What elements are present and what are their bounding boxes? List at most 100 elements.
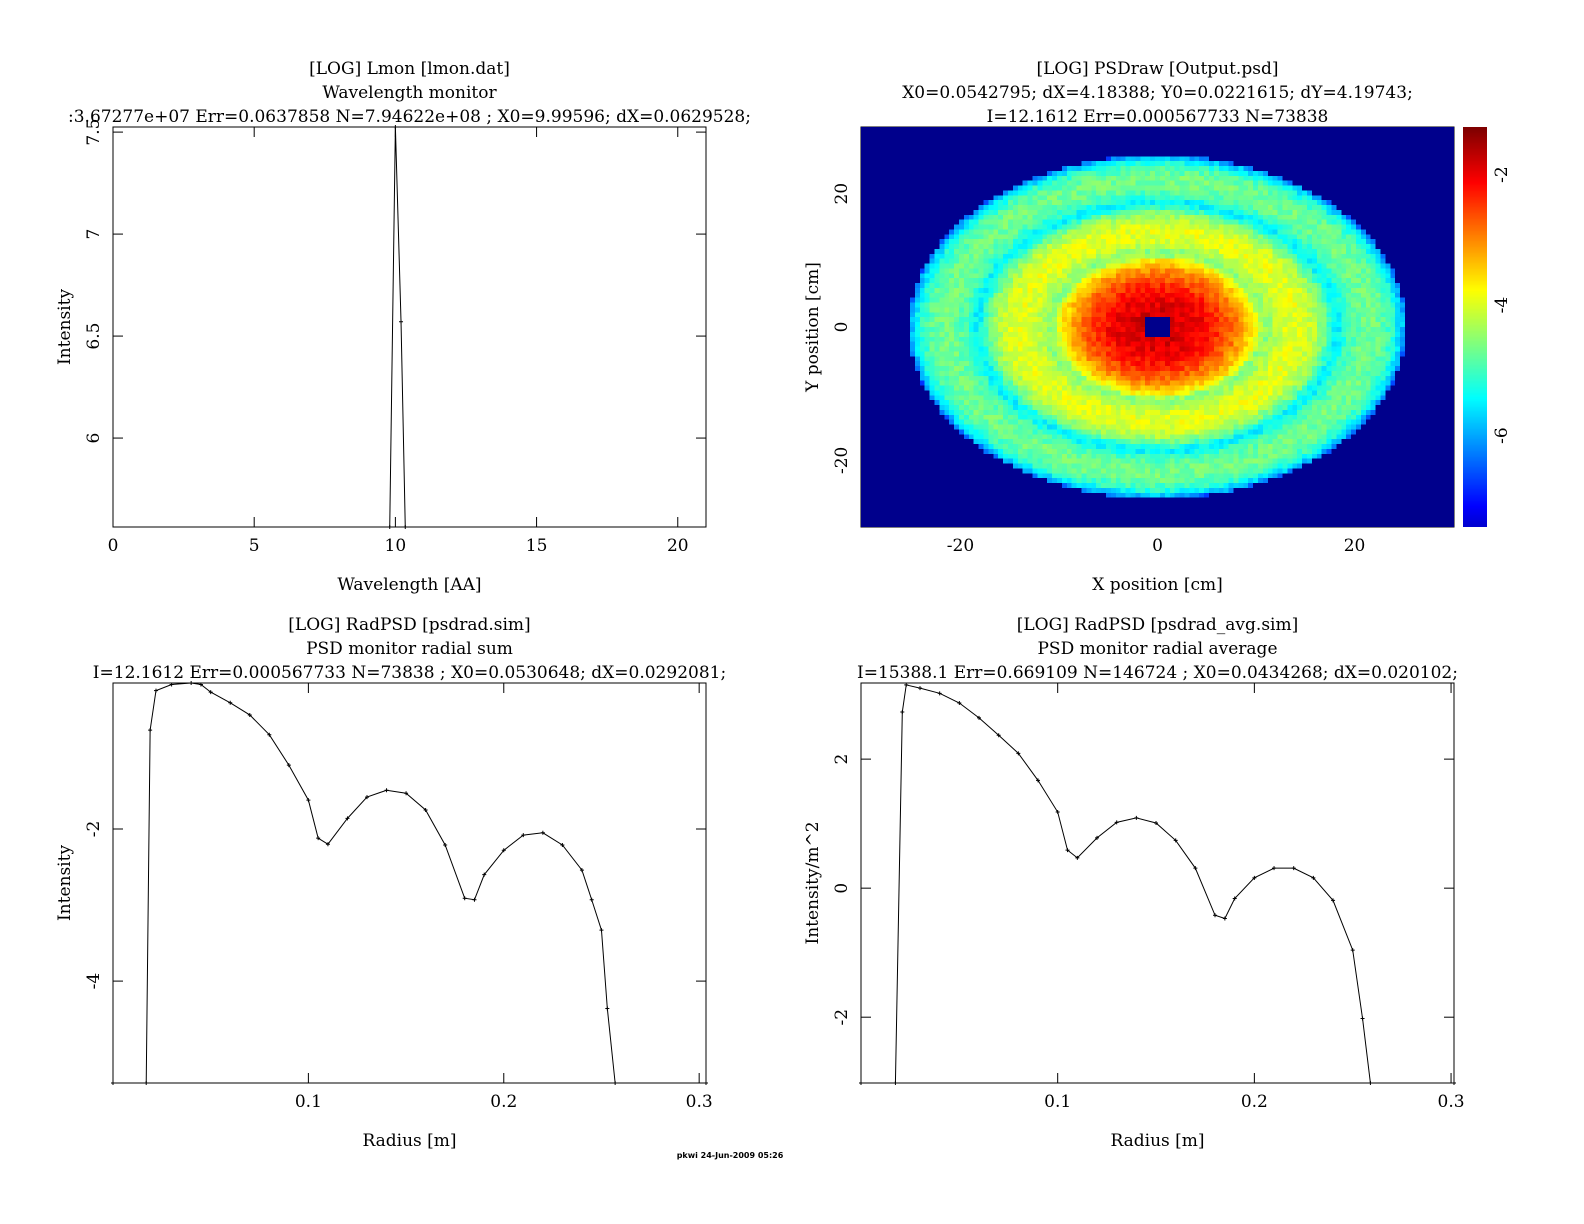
data-point: [267, 732, 272, 737]
x-tick-label: 0.1: [1044, 1092, 1071, 1112]
data-point: [148, 728, 153, 733]
x-tick-label: 0.2: [490, 1092, 517, 1112]
x-tick-label: 0.1: [295, 1092, 322, 1112]
y-tick-label: 20: [832, 183, 852, 205]
plot-frame: [860, 682, 1455, 1084]
data-point: [1360, 1016, 1365, 1021]
data-point: [1272, 866, 1277, 871]
y-tick-label: -20: [832, 447, 852, 474]
psd-heatmap: [861, 127, 1454, 527]
data-point: [399, 319, 404, 324]
y-tick-label: 6.5: [84, 323, 104, 350]
chart-title: [LOG] Lmon [lmon.dat]: [309, 59, 510, 79]
chart-stats: I=12.1612 Err=0.000567733 N=73838: [987, 107, 1329, 127]
chart-subtitle: PSD monitor radial sum: [306, 639, 513, 659]
data-point: [1173, 838, 1178, 843]
y-axis-label: Y position [cm]: [803, 262, 823, 393]
data-point: [404, 791, 409, 796]
data-point: [247, 712, 252, 717]
data-point: [443, 842, 448, 847]
data-point: [1114, 820, 1119, 825]
data-point: [1075, 855, 1080, 860]
chart-subtitle: PSD monitor radial average: [1037, 639, 1277, 659]
y-tick-label: -2: [84, 821, 104, 838]
data-point: [605, 1006, 610, 1011]
x-axis-label: X position [cm]: [1092, 575, 1223, 595]
chart-subtitle: X0=0.0542795; dX=4.18388; Y0=0.0221615; …: [902, 83, 1413, 103]
data-point: [1154, 821, 1159, 825]
y-axis-label: Intensity: [55, 289, 75, 365]
chart-title: [LOG] RadPSD [psdrad_avg.sim]: [1017, 615, 1299, 635]
x-axis-label: Radius [m]: [1110, 1131, 1204, 1151]
x-axis-label: Wavelength [AA]: [337, 575, 481, 595]
data-point: [957, 701, 962, 705]
data-point: [286, 763, 291, 768]
data-point: [1134, 815, 1139, 820]
footer-stamp: pkwi 24-Jun-2009 05:26: [677, 1151, 784, 1160]
data-point: [1193, 866, 1198, 871]
data-point: [521, 833, 526, 838]
data-point: [1291, 866, 1296, 871]
x-tick-label: 0.3: [1438, 1092, 1465, 1112]
y-tick-label: -4: [84, 973, 104, 990]
data-point: [996, 733, 1001, 738]
data-point: [384, 788, 389, 793]
data-point: [482, 872, 487, 877]
chart-subtitle: Wavelength monitor: [322, 83, 497, 103]
data-point: [904, 682, 909, 687]
data-point: [918, 686, 923, 691]
y-tick-label: 7.5: [84, 119, 104, 146]
y-axis-label: Intensity/m^2: [803, 821, 823, 944]
data-point: [560, 842, 565, 847]
y-tick-label: 6: [84, 433, 104, 444]
chart-stats: I=15388.1 Err=0.669109 N=146724 ; X0=0.0…: [857, 663, 1458, 683]
data-point: [579, 868, 584, 873]
data-point: [1065, 848, 1070, 853]
data-point: [153, 688, 158, 693]
chart-title: [LOG] PSDraw [Output.psd]: [1037, 59, 1279, 79]
data-point: [900, 710, 905, 715]
data-point: [345, 816, 350, 821]
x-tick-label: 0.2: [1241, 1092, 1268, 1112]
data-line: [113, 682, 706, 1084]
data-point: [1331, 898, 1336, 903]
data-point: [501, 848, 506, 853]
x-tick-label: 20: [1344, 536, 1366, 556]
data-point: [316, 836, 321, 841]
x-tick-label: 15: [526, 536, 548, 556]
plot-frame: [112, 126, 707, 528]
x-tick-label: 0: [1152, 536, 1163, 556]
data-point: [472, 897, 477, 902]
x-tick-label: 0: [108, 536, 119, 556]
data-point: [208, 690, 213, 695]
data-point: [325, 842, 330, 847]
data-line: [861, 684, 1454, 1084]
data-point: [306, 798, 311, 803]
data-point: [1095, 835, 1100, 840]
data-point: [1016, 751, 1021, 756]
colorbar-tick-label: -4: [1492, 297, 1512, 314]
chart-stats: I=12.1612 Err=0.000567733 N=73838 ; X0=0…: [93, 663, 726, 683]
data-point: [1252, 875, 1257, 880]
data-point: [1036, 778, 1041, 783]
data-point: [228, 700, 233, 705]
x-axis-label: Radius [m]: [362, 1131, 456, 1151]
plot-frame: [112, 682, 707, 1084]
chart-title: [LOG] RadPSD [psdrad.sim]: [288, 615, 530, 635]
x-tick-label: 20: [667, 536, 689, 556]
colorbar-tick-label: -2: [1492, 166, 1512, 183]
data-point: [977, 715, 982, 720]
y-tick-label: 0: [832, 322, 852, 333]
x-tick-label: -20: [947, 536, 974, 556]
data-point: [937, 691, 942, 696]
chart-stats: :3.67277e+07 Err=0.0637858 N=7.94622e+08…: [68, 107, 751, 127]
data-point: [540, 830, 545, 835]
y-tick-label: 2: [832, 754, 852, 765]
data-point: [1222, 916, 1227, 921]
x-tick-label: 0.3: [686, 1092, 713, 1112]
x-tick-label: 5: [249, 536, 260, 556]
y-tick-label: 7: [84, 229, 104, 240]
data-point: [1311, 875, 1316, 880]
